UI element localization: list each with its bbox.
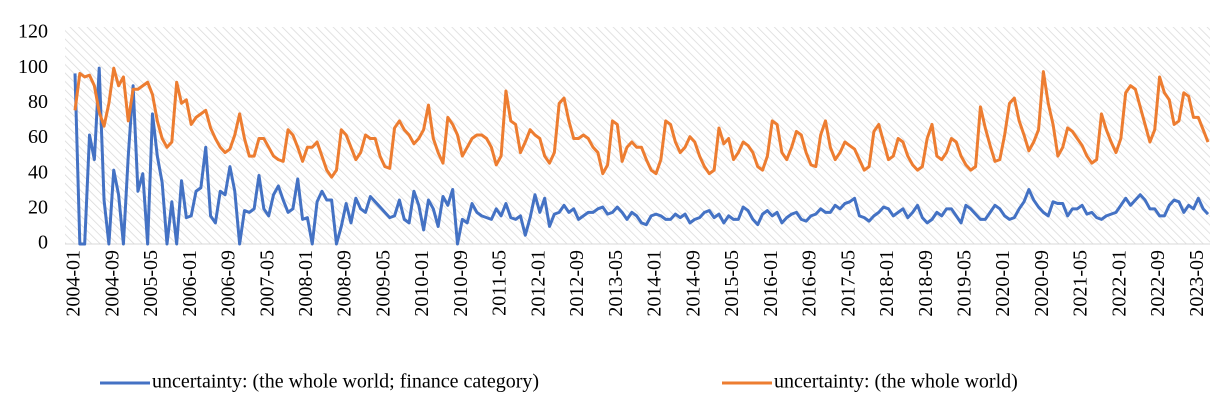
x-tick-label: 2019-05 bbox=[953, 250, 975, 317]
x-tick-label: 2021-05 bbox=[1070, 250, 1092, 317]
x-tick-label: 2004-01 bbox=[63, 250, 85, 317]
x-tick-label: 2020-09 bbox=[1031, 250, 1053, 317]
x-tick-label: 2018-01 bbox=[876, 250, 898, 317]
y-tick-label: 0 bbox=[38, 232, 48, 254]
y-tick-label: 120 bbox=[18, 21, 48, 43]
x-tick-label: 2017-05 bbox=[837, 250, 859, 317]
y-tick-label: 40 bbox=[28, 161, 48, 183]
x-tick-label: 2013-05 bbox=[605, 250, 627, 317]
x-tick-label: 2020-01 bbox=[992, 250, 1014, 317]
y-tick-label: 20 bbox=[28, 196, 48, 218]
legend-label: uncertainty: (the whole world) bbox=[774, 371, 1018, 393]
legend-label: uncertainty: (the whole world; finance c… bbox=[152, 371, 539, 393]
x-tick-label: 2004-09 bbox=[101, 250, 123, 317]
x-tick-label: 2012-09 bbox=[566, 250, 588, 317]
y-tick-label: 100 bbox=[18, 56, 48, 78]
x-tick-label: 2010-01 bbox=[411, 250, 433, 317]
y-tick-label: 60 bbox=[28, 126, 48, 148]
x-tick-label: 2018-09 bbox=[915, 250, 937, 317]
line-series bbox=[73, 66, 1210, 179]
x-tick-label: 2008-09 bbox=[334, 250, 356, 317]
x-tick-label: 2011-05 bbox=[489, 250, 511, 316]
x-tick-label: 2008-01 bbox=[295, 250, 317, 317]
x-tick-label: 2006-09 bbox=[218, 250, 240, 317]
x-tick-label: 2014-01 bbox=[644, 250, 666, 317]
x-tick-label: 2009-05 bbox=[372, 250, 394, 317]
x-tick-label: 2016-01 bbox=[760, 250, 782, 317]
x-tick-label: 2012-01 bbox=[527, 250, 549, 317]
x-tick-label: 2016-09 bbox=[799, 250, 821, 317]
x-tick-label: 2015-05 bbox=[721, 250, 743, 317]
x-tick-label: 2010-09 bbox=[450, 250, 472, 317]
x-tick-label: 2023-05 bbox=[1186, 250, 1208, 317]
x-tick-label: 2022-01 bbox=[1108, 250, 1130, 317]
x-tick-label: 2005-05 bbox=[140, 250, 162, 317]
x-tick-label: 2022-09 bbox=[1147, 250, 1169, 317]
x-tick-label: 2007-05 bbox=[256, 250, 278, 317]
line-series bbox=[73, 66, 1210, 246]
x-tick-label: 2006-01 bbox=[179, 250, 201, 317]
x-tick-label: 2014-09 bbox=[682, 250, 704, 317]
y-tick-label: 80 bbox=[28, 91, 48, 113]
